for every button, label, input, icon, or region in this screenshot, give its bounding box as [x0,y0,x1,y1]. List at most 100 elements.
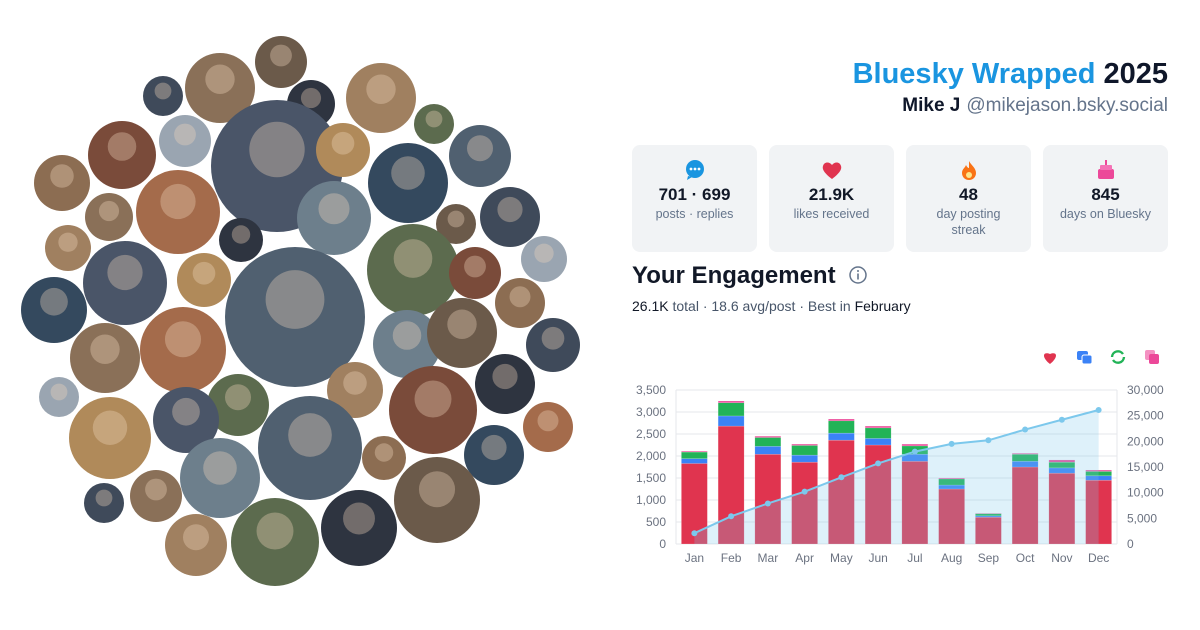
avatar [258,396,362,500]
avatar-highlight [534,243,554,263]
avatar-highlight [425,110,443,128]
bar-segment [791,445,818,456]
bar-segment [975,516,1002,545]
avatar-highlight [497,196,523,223]
avatar [526,318,580,372]
avatar [327,362,383,418]
avatar-cloud [21,36,580,586]
line-point [1058,416,1065,423]
avatar-highlight [50,164,74,188]
x-tick-label: May [830,551,853,565]
x-tick-label: Apr [795,551,814,565]
avatar [153,387,219,453]
x-tick-label: Jun [868,551,887,565]
avatar [495,278,545,328]
y-tick-label: 2,500 [636,427,666,441]
avatar [346,63,416,133]
y-tick-label: 0 [659,537,666,551]
summary-best: February [854,298,911,314]
avatar [449,247,501,299]
bar-segment [681,451,708,459]
avatar-highlight [343,371,367,395]
avatar [143,76,183,116]
icon [822,162,841,179]
bar-segment [754,437,782,447]
y-tick-label: 3,500 [636,383,666,397]
avatar [297,181,371,255]
legend-icon [1081,354,1093,365]
avatar-highlight [391,156,425,190]
avatar-highlight [154,82,172,100]
legend-icon [1044,353,1056,364]
avatar [475,354,535,414]
stat-card: 845 days on Bluesky [1043,145,1168,252]
avatar [367,224,459,316]
avatar-highlight [203,451,237,485]
summary-text: total · 18.6 avg/post · Best in [672,298,851,314]
avatar-highlight [288,413,332,457]
avatar-highlight [224,384,252,411]
avatar-highlight [343,502,375,535]
avatar-highlight [541,326,565,350]
bar-segment [717,402,745,417]
avatar-highlight [374,443,394,462]
engagement-chart: 0 500 1,000 1,500 2,000 2,500 3,000 3,500 0 5,000… [636,350,1164,565]
x-tick-label: Sep [978,551,1000,565]
avatar-highlight [182,524,210,551]
avatar-highlight [318,193,350,225]
x-tick-label: Jul [907,551,922,565]
avatar [368,143,448,223]
avatar-highlight [145,478,167,501]
avatar-highlight [192,261,216,285]
avatar [521,236,567,282]
y-tick-label: 2,000 [636,449,666,463]
avatar-highlight [466,135,494,162]
title-brand: Bluesky Wrapped [852,58,1096,90]
bar-segment [864,427,892,439]
avatar-highlight [249,121,305,178]
line-point [1022,426,1029,433]
avatar [34,155,90,211]
bar-segment [681,458,708,464]
avatar [219,218,263,262]
legend-icon [1110,350,1126,364]
stat-label: likes received [793,207,870,221]
avatar [130,470,182,522]
avatar-highlight [172,397,200,426]
avatar-highlight [98,200,120,222]
y2-tick-label: 10,000 [1127,486,1164,500]
line-point [948,440,955,447]
avatar-highlight [160,183,196,220]
avatar-highlight [481,434,507,461]
icon [1097,160,1114,179]
stat-label: days on Bluesky [1059,207,1152,221]
line-point [875,460,882,467]
avatar [83,241,167,325]
avatar-highlight [331,131,355,155]
bar-segment [1085,479,1112,545]
icon [961,161,976,180]
avatar [88,121,156,189]
info-icon[interactable] [848,265,868,285]
y2-tick-label: 0 [1127,537,1134,551]
y2-tick-label: 25,000 [1127,409,1164,423]
avatar-highlight [90,334,120,364]
avatar-highlight [270,44,292,67]
bar-segment [717,400,745,404]
avatar-highlight [537,410,559,432]
avatar-highlight [92,410,128,445]
title-year: 2025 [1103,58,1168,90]
bar-segment [828,432,855,441]
section-title-text: Your Engagement [632,262,836,289]
legend-icon [1149,354,1159,364]
avatar-highlight [414,380,452,418]
avatar [394,457,480,543]
avatar-highlight [256,512,294,550]
y2-tick-label: 15,000 [1127,460,1164,474]
line-area [694,410,1099,544]
avatar [523,402,573,452]
avatar [207,374,269,436]
avatar-highlight [231,225,251,244]
